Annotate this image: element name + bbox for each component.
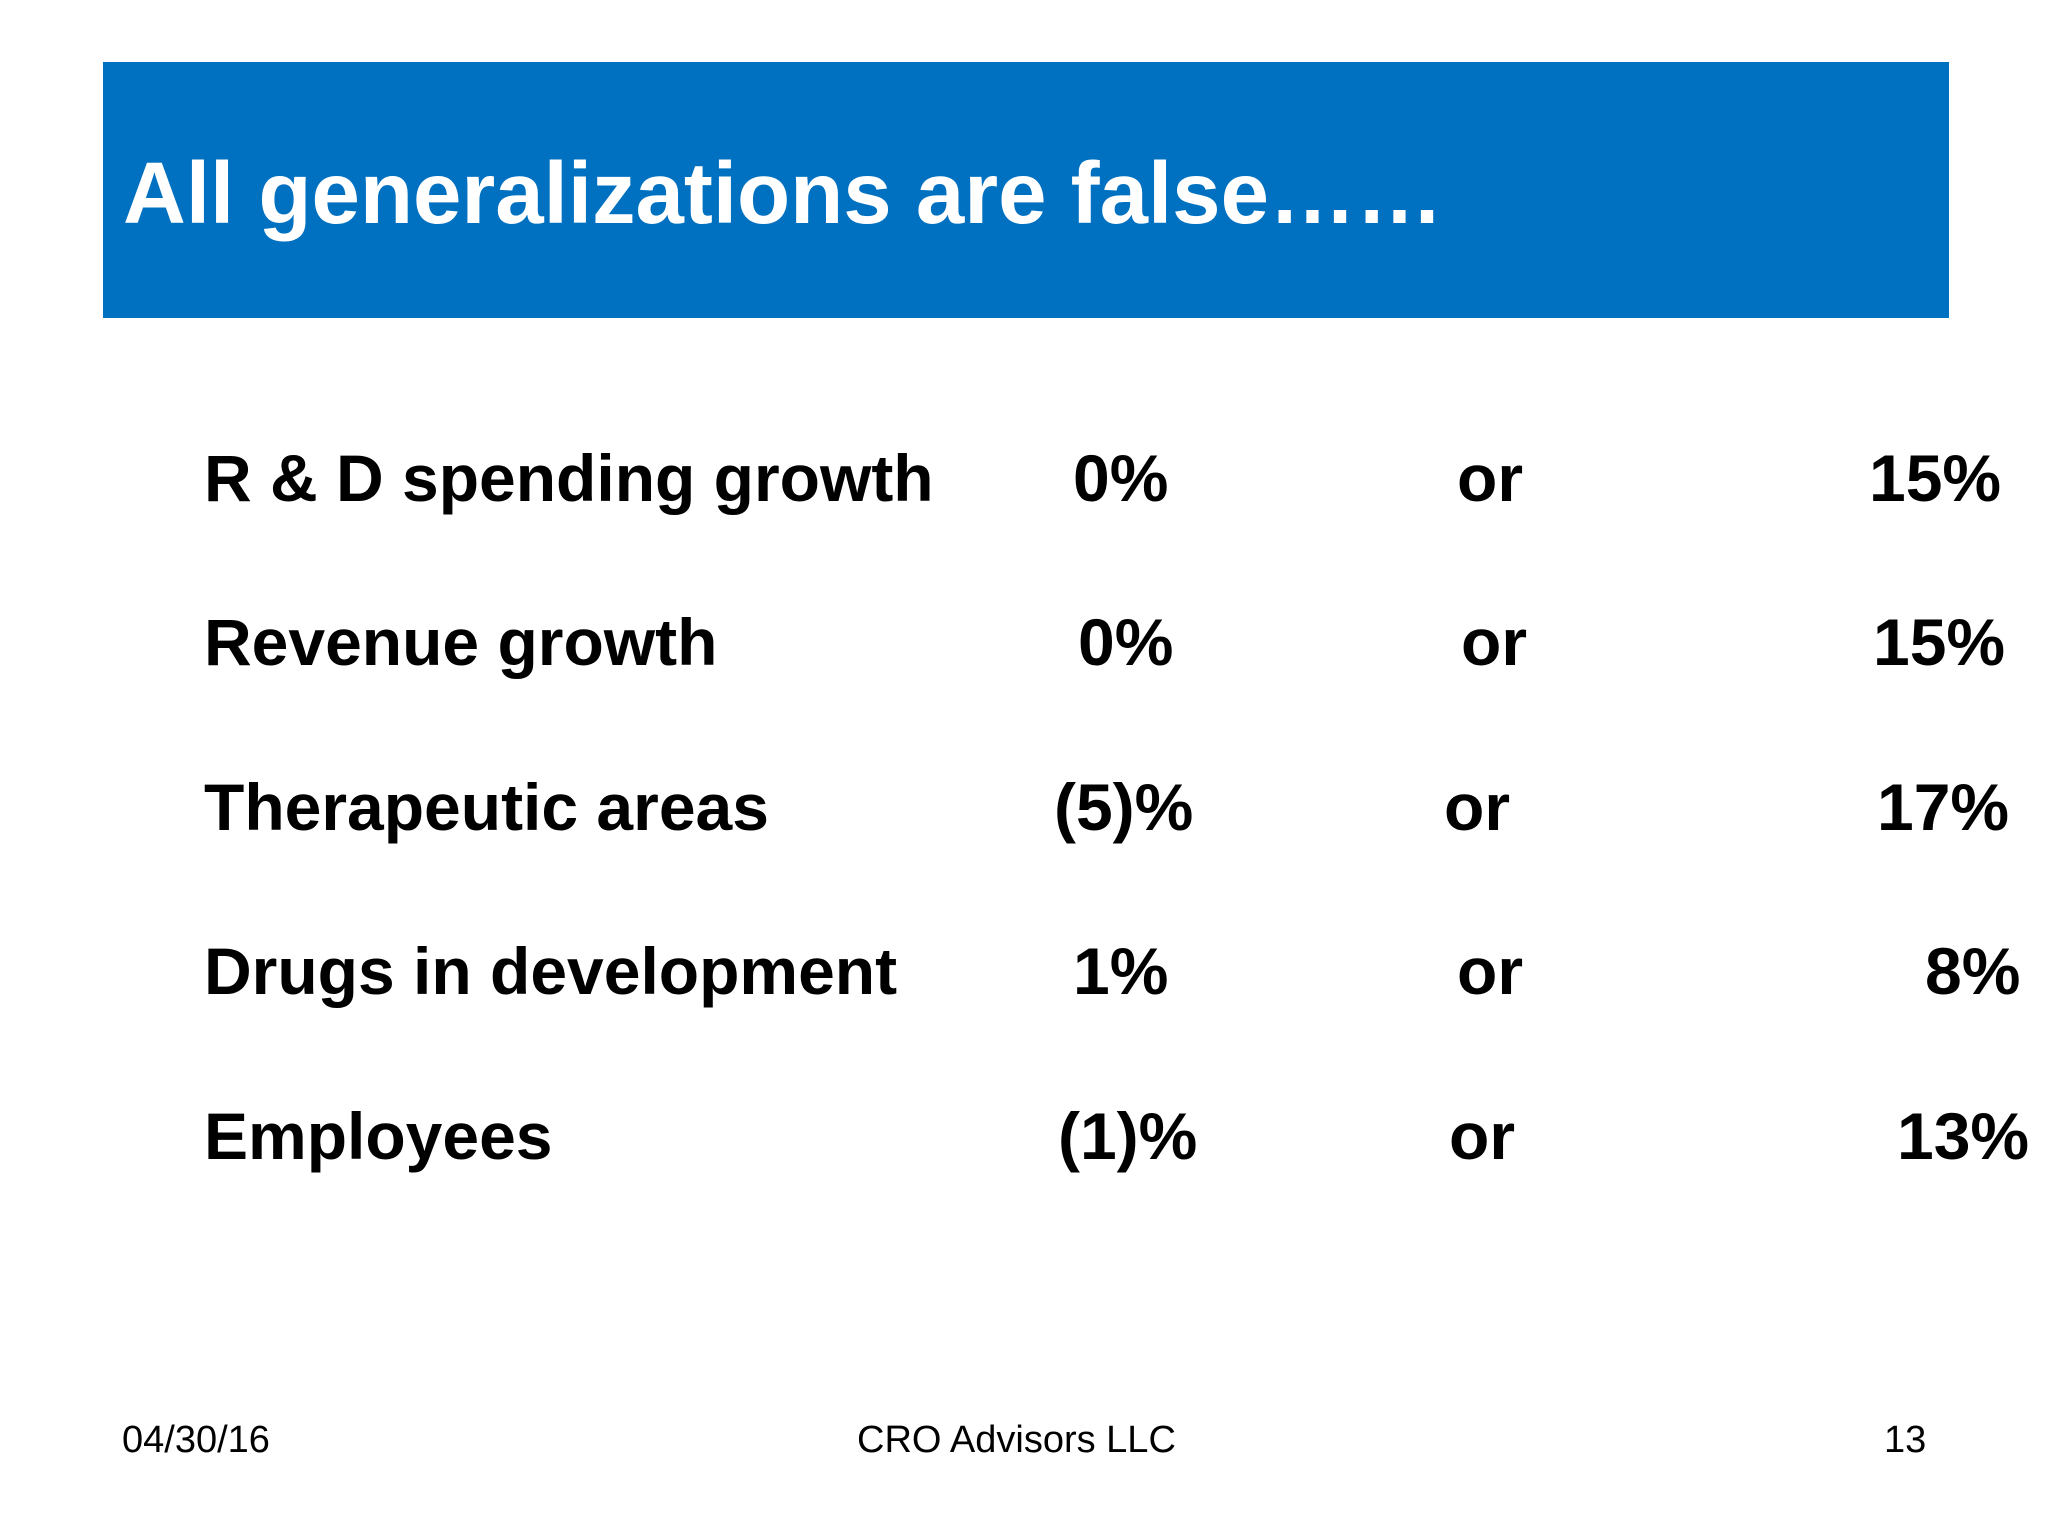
low-value: 0% (1073, 441, 1169, 515)
or-text: or (1449, 1099, 1515, 1173)
or-text: or (1457, 934, 1523, 1008)
row-label: Drugs in development (204, 934, 898, 1008)
high-value: 15% (1873, 605, 2006, 679)
high-value: 13% (1897, 1099, 2030, 1173)
footer-company: CRO Advisors LLC (857, 1419, 1176, 1461)
slide-title: All generalizations are false…… (123, 145, 1443, 242)
table-row: Revenue growth 0% or 15% (0, 602, 2048, 682)
row-label: R & D spending growth (204, 441, 934, 515)
high-value: 15% (1869, 441, 2002, 515)
table-row: Drugs in development 1% or 8% (0, 931, 2048, 1011)
low-value: 0% (1078, 605, 1174, 679)
low-value: (5)% (1054, 770, 1194, 844)
table-row: Therapeutic areas (5)% or 17% (0, 767, 2048, 847)
title-bar: All generalizations are false…… (103, 62, 1949, 318)
footer-page-number: 13 (1884, 1419, 1927, 1461)
high-value: 17% (1877, 770, 2010, 844)
or-text: or (1457, 441, 1523, 515)
or-text: or (1461, 605, 1527, 679)
table-row: R & D spending growth 0% or 15% (0, 438, 2048, 518)
low-value: 1% (1073, 934, 1169, 1008)
high-value: 8% (1925, 934, 2021, 1008)
low-value: (1)% (1058, 1099, 1198, 1173)
or-text: or (1444, 770, 1510, 844)
row-label: Therapeutic areas (204, 770, 769, 844)
table-row: Employees (1)% or 13% (0, 1096, 2048, 1176)
footer-date: 04/30/16 (122, 1419, 270, 1461)
row-label: Employees (204, 1099, 553, 1173)
row-label: Revenue growth (204, 605, 718, 679)
